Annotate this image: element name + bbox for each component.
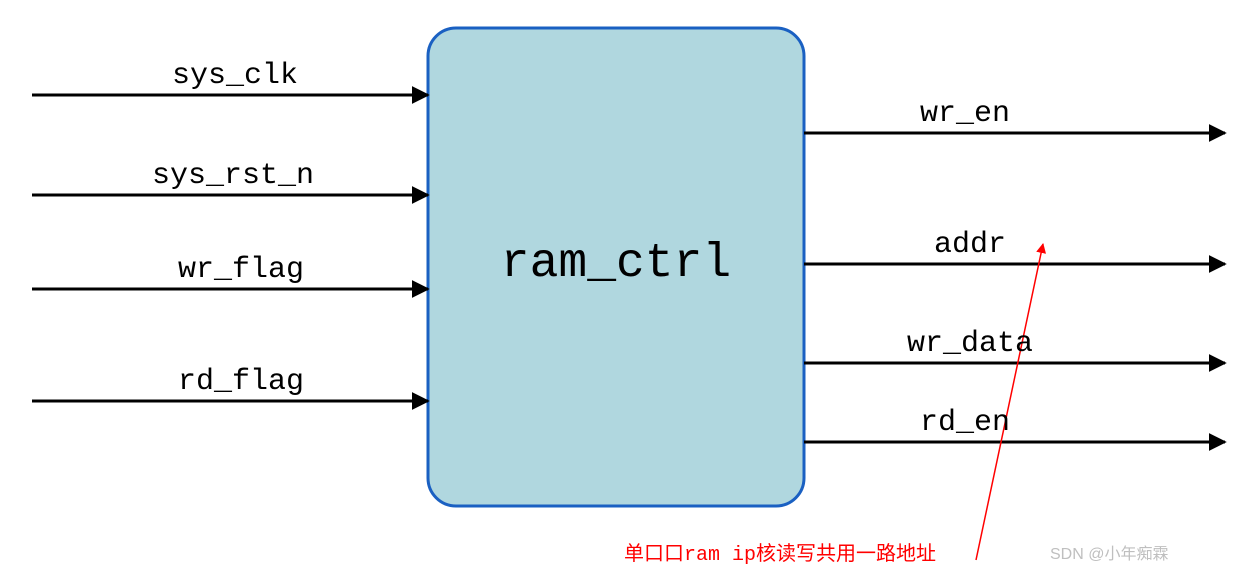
output-label-addr: addr: [934, 228, 1006, 262]
input-label-sys_clk: sys_clk: [172, 59, 298, 93]
input-label-rd_flag: rd_flag: [178, 365, 304, 399]
annotation-arrow: [976, 244, 1043, 560]
block-label: ram_ctrl: [428, 237, 804, 291]
output-label-wr_data: wr_data: [907, 327, 1033, 361]
input-label-wr_flag: wr_flag: [178, 253, 304, 287]
annotation-text: 单口口ram ip核读写共用一路地址: [624, 537, 936, 567]
output-label-wr_en: wr_en: [920, 97, 1010, 131]
watermark-text: SDN @小年痴霖: [1050, 540, 1168, 564]
input-label-sys_rst_n: sys_rst_n: [152, 159, 314, 193]
output-label-rd_en: rd_en: [920, 406, 1010, 440]
